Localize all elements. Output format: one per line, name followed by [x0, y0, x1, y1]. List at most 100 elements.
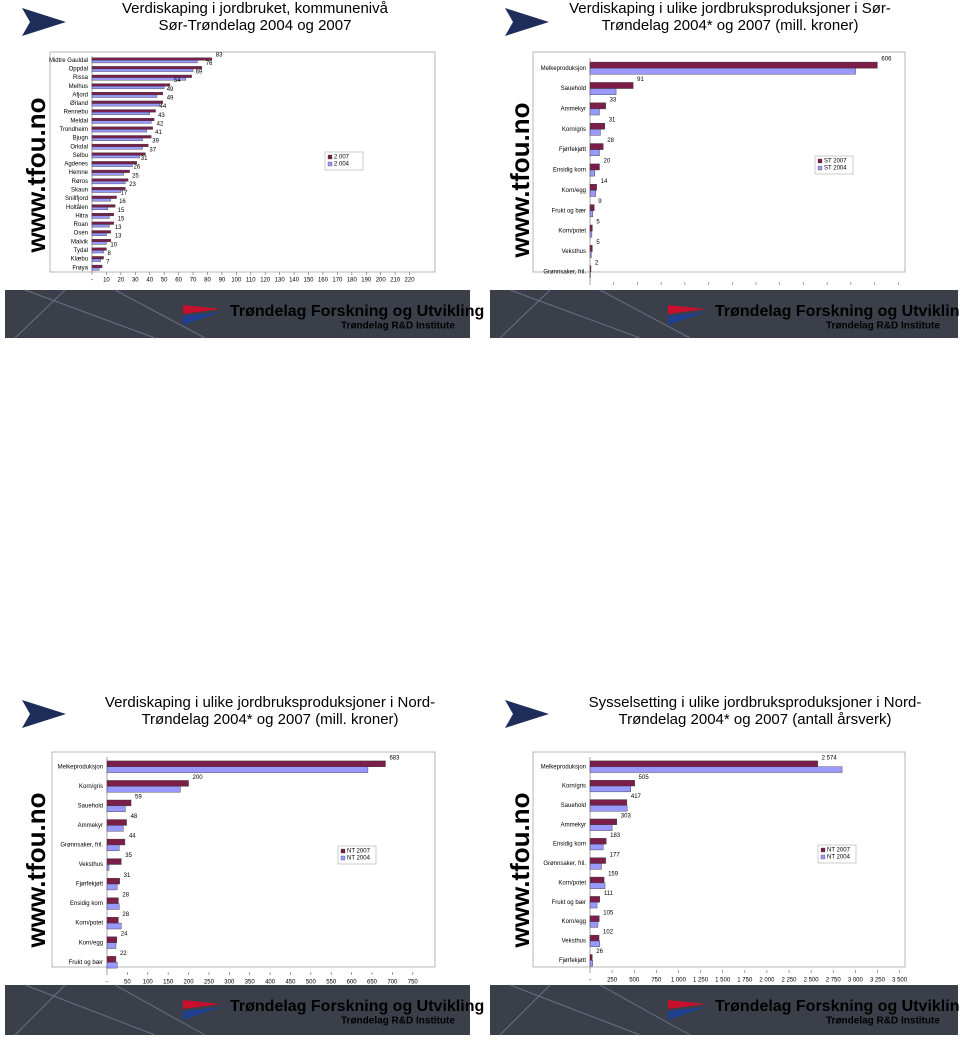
data-label: 28 — [122, 912, 129, 918]
x-tick-label: 650 — [367, 980, 378, 986]
x-tick-label: 700 — [387, 980, 398, 986]
legend-swatch — [817, 158, 823, 164]
category-label: Veksthus — [562, 249, 586, 255]
x-tick-label: 150 — [304, 278, 315, 284]
bar — [589, 934, 600, 942]
x-tick-label: 750 — [651, 978, 662, 984]
bar — [91, 172, 124, 176]
bar — [91, 206, 109, 210]
bar — [91, 146, 143, 150]
category-label: Korn/gris — [562, 784, 586, 790]
footer-logo-red — [668, 305, 706, 314]
footer-lines — [499, 984, 691, 1036]
bar — [589, 108, 600, 116]
category-label: Orkdal — [70, 144, 88, 150]
bar — [106, 805, 126, 812]
data-label: 22 — [120, 951, 127, 957]
bar — [589, 129, 601, 136]
x-tick-label: 50 — [124, 980, 131, 986]
legend-label: ST 2007 — [824, 159, 847, 165]
footer-subtitle: Trøndelag R&D Institute — [341, 321, 455, 332]
bar — [589, 785, 631, 793]
bar — [106, 786, 181, 793]
category-label: Agdenes — [64, 162, 88, 168]
category-label: Melhus — [69, 84, 88, 90]
data-label: 37 — [149, 147, 156, 153]
data-label: 83 — [216, 52, 223, 58]
bar — [91, 77, 187, 81]
footer-logo-red — [668, 1000, 706, 1009]
bar — [589, 882, 606, 889]
bar — [589, 954, 593, 961]
bar — [589, 230, 593, 238]
x-tick-label: 40 — [146, 278, 153, 284]
data-label: 76 — [206, 61, 213, 67]
category-label: Grønnsaker, fril. — [543, 861, 586, 867]
data-label: 8 — [108, 251, 112, 257]
category-label: Korn/egg — [562, 188, 586, 194]
x-tick-label: 250 — [204, 980, 215, 986]
category-label: Holtålen — [66, 204, 88, 211]
bar — [91, 135, 152, 139]
bar — [589, 210, 594, 218]
footer-subtitle: Trøndelag R&D Institute — [826, 321, 940, 332]
x-tick-label: 50 — [161, 278, 168, 284]
watermark: www.tfou.no — [505, 103, 535, 259]
x-tick-label: 300 — [224, 980, 235, 986]
bar — [91, 230, 111, 234]
x-tick-label: 20 — [118, 278, 125, 284]
category-label: Trondheim — [60, 127, 88, 133]
bar — [589, 896, 601, 903]
x-tick-label: 70 — [190, 278, 197, 284]
bar — [91, 258, 101, 262]
category-label: Frukt og bær — [69, 960, 103, 966]
bar — [589, 190, 596, 197]
legend-swatch — [817, 165, 823, 171]
data-label: 15 — [118, 216, 125, 222]
bar — [91, 163, 133, 167]
category-label: Grønnsaker, fril. — [543, 269, 586, 275]
legend-label: 2 007 — [334, 155, 350, 161]
legend-label: NT 2004 — [827, 855, 851, 861]
x-tick-label: - — [589, 978, 591, 984]
data-label: 54 — [174, 78, 181, 84]
x-tick-label: 1 250 — [693, 978, 709, 984]
x-tick-label: 170 — [332, 278, 343, 284]
data-label: 7 — [106, 260, 110, 266]
x-tick-label: 250 — [607, 978, 618, 984]
category-label: Frukt og bær — [552, 208, 586, 214]
bar — [589, 818, 618, 825]
category-label: Snillfjord — [65, 196, 88, 202]
category-label: Korn/gris — [79, 784, 103, 790]
x-tick-label: 3 000 — [848, 978, 864, 984]
data-label: 26 — [134, 165, 141, 171]
bar — [91, 103, 161, 107]
bar — [106, 942, 117, 949]
category-label: Fjørfekjøtt — [76, 882, 103, 888]
bar — [106, 766, 369, 773]
category-label: Roan — [74, 222, 88, 228]
bar — [91, 161, 137, 165]
x-tick-label: 190 — [361, 278, 372, 284]
data-label: 25 — [132, 173, 139, 179]
bar — [91, 169, 130, 173]
x-tick-label: 2 750 — [826, 978, 842, 984]
legend-swatch — [340, 855, 346, 861]
x-tick-label: 200 — [184, 980, 195, 986]
data-label: 200 — [193, 775, 204, 781]
x-tick-label: 750 — [408, 980, 419, 986]
bar — [106, 956, 117, 963]
watermark: www.tfou.no — [21, 793, 51, 949]
bar — [106, 825, 124, 832]
data-label: 43 — [158, 113, 165, 119]
bar — [91, 238, 111, 242]
bar — [106, 922, 122, 930]
category-label: Hitra — [75, 213, 88, 219]
bar — [91, 109, 156, 113]
data-label: 28 — [607, 138, 614, 144]
bar — [91, 187, 126, 191]
x-tick-label: 550 — [326, 980, 337, 986]
x-tick-label: 2 250 — [782, 978, 798, 984]
category-label: Korn/potet — [558, 229, 586, 235]
